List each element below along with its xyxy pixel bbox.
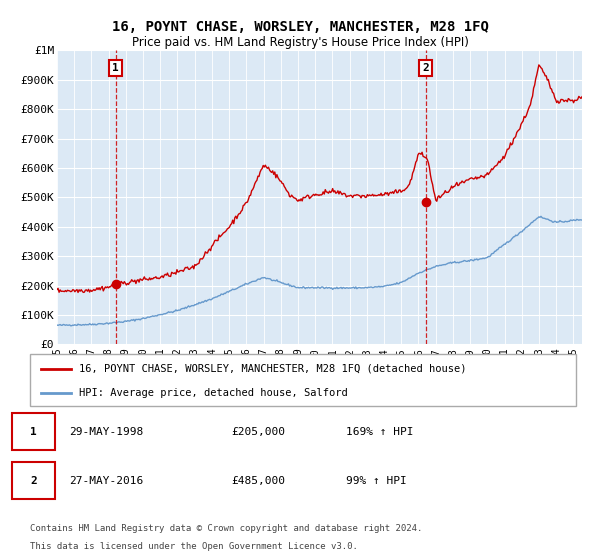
Text: 16, POYNT CHASE, WORSLEY, MANCHESTER, M28 1FQ (detached house): 16, POYNT CHASE, WORSLEY, MANCHESTER, M2… [79,363,467,374]
Text: Price paid vs. HM Land Registry's House Price Index (HPI): Price paid vs. HM Land Registry's House … [131,36,469,49]
FancyBboxPatch shape [12,413,55,450]
Text: Contains HM Land Registry data © Crown copyright and database right 2024.: Contains HM Land Registry data © Crown c… [30,524,422,533]
Text: 2: 2 [422,63,429,73]
Text: 27-MAY-2016: 27-MAY-2016 [70,476,144,486]
Text: 99% ↑ HPI: 99% ↑ HPI [346,476,407,486]
Text: 29-MAY-1998: 29-MAY-1998 [70,427,144,437]
Text: £205,000: £205,000 [231,427,285,437]
Text: This data is licensed under the Open Government Licence v3.0.: This data is licensed under the Open Gov… [30,542,358,551]
Text: 1: 1 [112,63,119,73]
FancyBboxPatch shape [12,463,55,500]
Text: 2: 2 [30,476,37,486]
Text: 1: 1 [30,427,37,437]
Text: HPI: Average price, detached house, Salford: HPI: Average price, detached house, Salf… [79,388,348,398]
Text: £485,000: £485,000 [231,476,285,486]
FancyBboxPatch shape [30,354,576,406]
Text: 169% ↑ HPI: 169% ↑ HPI [346,427,413,437]
Text: 16, POYNT CHASE, WORSLEY, MANCHESTER, M28 1FQ: 16, POYNT CHASE, WORSLEY, MANCHESTER, M2… [112,20,488,34]
